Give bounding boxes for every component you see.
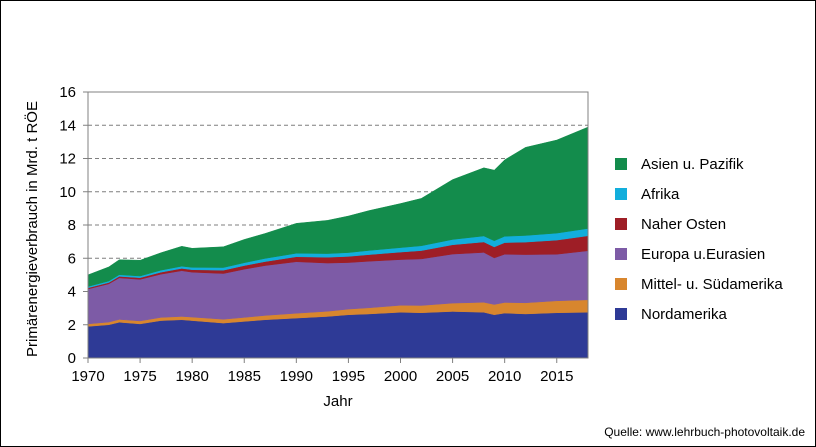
legend-swatch-3 xyxy=(615,218,627,230)
stacked-areas xyxy=(87,126,589,359)
y-tick-label-8: 8 xyxy=(68,217,76,234)
legend-label-5: Asien u. Pazifik xyxy=(641,156,744,173)
legend-label-2: Europa u.Eurasien xyxy=(641,246,765,263)
y-tick-label-12: 12 xyxy=(59,151,76,168)
legend-swatch-2 xyxy=(615,248,627,260)
legend-swatch-0 xyxy=(615,308,627,320)
y-tick-label-10: 10 xyxy=(59,184,76,201)
legend-label-3: Naher Osten xyxy=(641,216,726,233)
x-tick-label-2000: 2000 xyxy=(384,368,417,385)
x-tick-label-1975: 1975 xyxy=(123,368,156,385)
x-tick-label-1970: 1970 xyxy=(71,368,104,385)
x-tick-label-2010: 2010 xyxy=(488,368,521,385)
x-tick-label-1985: 1985 xyxy=(228,368,261,385)
y-tick-label-2: 2 xyxy=(68,317,76,334)
x-tick-label-1990: 1990 xyxy=(280,368,313,385)
legend-swatch-5 xyxy=(615,158,627,170)
x-tick-label-2005: 2005 xyxy=(436,368,469,385)
y-axis-label: Primärenergieverbrauch in Mrd. t RÖE xyxy=(23,101,41,357)
x-tick-label-1995: 1995 xyxy=(332,368,365,385)
legend-swatch-4 xyxy=(615,188,627,200)
legend-label-0: Nordamerika xyxy=(641,306,728,323)
y-axis-ticks: 0 2 4 6 8 10 12 14 16 xyxy=(59,84,88,367)
legend: Asien u. Pazifik Afrika Naher Osten Europa … xyxy=(615,156,783,323)
y-tick-label-16: 16 xyxy=(59,84,76,101)
source-note: Quelle: www.lehrbuch-photovoltaik.de xyxy=(604,425,805,439)
x-axis-ticks: 1970 1975 1980 1985 1990 1995 2000 2005 2010 2015 xyxy=(71,358,573,385)
x-axis-label: Jahr xyxy=(323,393,352,410)
x-tick-label-1980: 1980 xyxy=(175,368,208,385)
y-tick-label-4: 4 xyxy=(68,284,76,301)
y-tick-label-14: 14 xyxy=(59,117,76,134)
y-tick-label-6: 6 xyxy=(68,250,76,267)
legend-label-1: Mittel- u. Südamerika xyxy=(641,276,783,293)
y-tick-label-0: 0 xyxy=(68,350,76,367)
legend-label-4: Afrika xyxy=(641,186,680,203)
x-tick-label-2015: 2015 xyxy=(540,368,573,385)
legend-swatch-1 xyxy=(615,278,627,290)
